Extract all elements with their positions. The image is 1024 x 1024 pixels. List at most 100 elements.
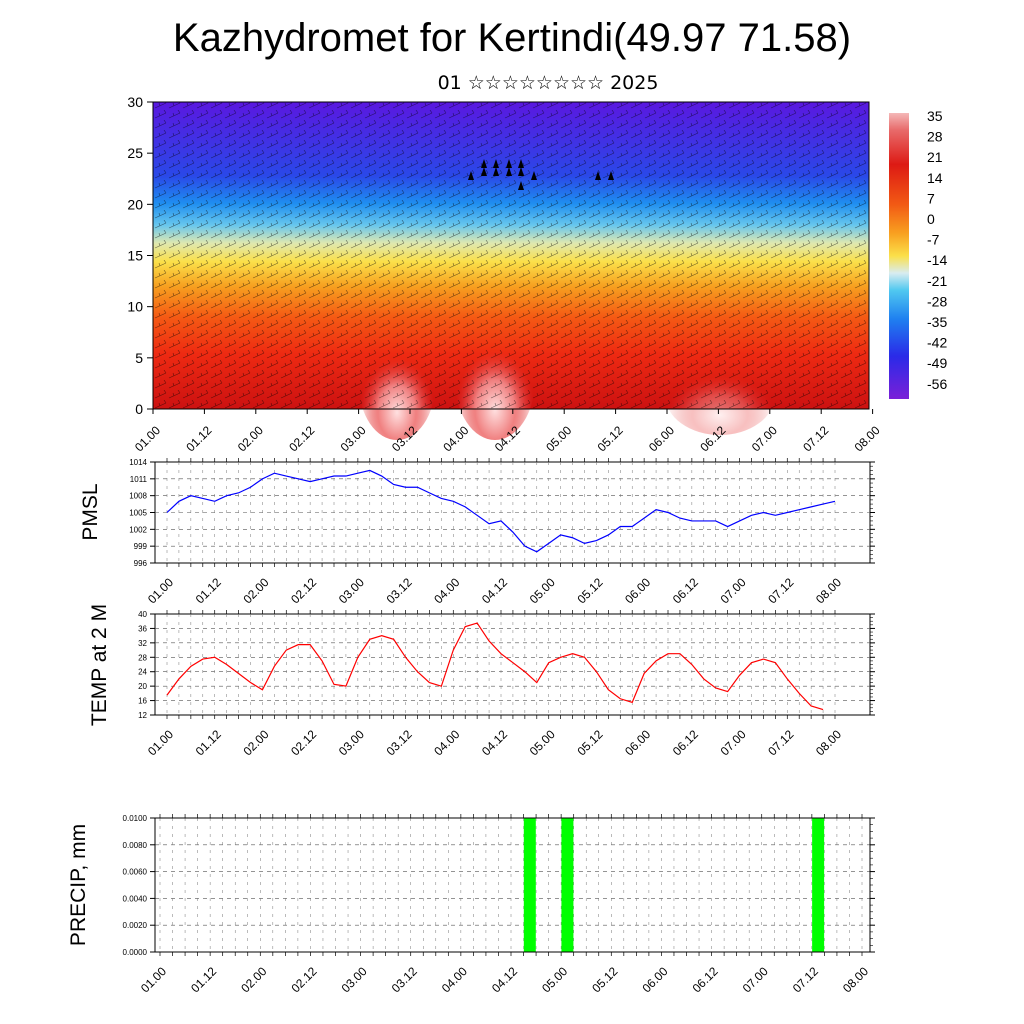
cloud-marker <box>518 167 524 176</box>
height-tick-label: 30 <box>127 94 143 110</box>
cloud-marker <box>506 167 512 176</box>
colorbar-label: 21 <box>927 149 943 165</box>
x-tick-label: 02.00 <box>240 727 271 758</box>
x-tick-label: 03.12 <box>384 575 415 606</box>
series-line <box>166 469 836 553</box>
x-tick-label: 04.00 <box>439 964 470 995</box>
time-tick-label: 03.00 <box>338 423 369 454</box>
cloud-marker <box>468 171 474 180</box>
colorbar <box>889 113 909 399</box>
cloud-marker <box>518 159 524 168</box>
y-tick-label: 1008 <box>129 492 147 501</box>
height-tick-label: 10 <box>127 299 143 315</box>
y-tick-label: 0.0060 <box>123 868 148 877</box>
x-tick-label: 05.00 <box>539 964 570 995</box>
series-line <box>166 622 824 711</box>
y-tick-label: 0.0020 <box>123 921 148 930</box>
y-tick-label: 0.0080 <box>123 841 148 850</box>
x-tick-label: 06.00 <box>622 727 653 758</box>
y-tick-label: 1005 <box>129 509 147 518</box>
x-tick-label: 01.00 <box>145 727 176 758</box>
x-tick-label: 02.12 <box>288 575 319 606</box>
cloud-marker <box>493 167 499 176</box>
x-tick-label: 06.12 <box>690 964 721 995</box>
x-tick-label: 05.00 <box>527 727 558 758</box>
x-tick-label: 08.00 <box>840 964 871 995</box>
time-tick-label: 07.12 <box>800 423 831 454</box>
cloud-marker <box>518 181 524 190</box>
colorbar-label: 7 <box>927 190 935 206</box>
y-tick-label: 12 <box>138 711 147 720</box>
y-tick-label: 28 <box>138 653 147 662</box>
x-tick-label: 03.00 <box>336 727 367 758</box>
temperature-axis-label: TEMP at 2 M <box>88 604 111 726</box>
x-tick-label: 07.00 <box>740 964 771 995</box>
cloud-marker <box>608 171 614 180</box>
y-tick-label: 1011 <box>130 475 148 484</box>
precipitation-panel: PRECIP, mm 0.0100 0.0080 0.0060 0.0040 0.002… <box>67 814 875 995</box>
x-tick-label: 07.12 <box>765 575 796 606</box>
x-tick-label: 08.00 <box>813 727 844 758</box>
x-tick-label: 04.12 <box>479 575 510 606</box>
cloud-marker <box>481 159 487 168</box>
colorbar-label: 35 <box>927 108 943 124</box>
height-tick-label: 15 <box>127 248 143 264</box>
height-tick-label: 20 <box>127 196 143 212</box>
x-tick-label: 07.12 <box>765 727 796 758</box>
y-tick-label: 0.0000 <box>123 948 148 957</box>
time-tick-label: 07.00 <box>749 423 780 454</box>
x-tick-label: 04.00 <box>431 575 462 606</box>
cloud-markers <box>468 159 614 190</box>
time-tick-label: 02.12 <box>286 423 317 454</box>
y-tick-label: 0.0100 <box>123 814 148 823</box>
pmsl-panel: PMSL 1014 1011 1008 1005 1002 999 996 01.00 01.1… <box>79 458 875 606</box>
colorbar-labels: 35 28 21 14 7 0 -7 -14 -21 -28 -35 -42 -49 -56 <box>927 108 947 392</box>
panel-frame <box>154 817 871 953</box>
x-tick-label: 03.12 <box>384 727 415 758</box>
panel-frame-top <box>154 817 871 953</box>
x-tick-label: 07.12 <box>790 964 821 995</box>
x-tick-label: 03.12 <box>389 964 420 995</box>
cloud-marker <box>493 159 499 168</box>
x-tick-label: 06.00 <box>639 964 670 995</box>
height-axis: 0 5 10 15 20 25 30 <box>127 94 153 417</box>
cloud-marker <box>531 171 537 180</box>
x-tick-label: 03.00 <box>339 964 370 995</box>
x-tick-label: 02.00 <box>238 964 269 995</box>
colorbar-label: 28 <box>927 129 943 145</box>
y-tick-label: 1014 <box>129 458 147 467</box>
x-tick-label: 05.00 <box>527 575 558 606</box>
x-tick-label: 01.12 <box>193 727 224 758</box>
precip-axis-label: PRECIP, mm <box>67 824 90 946</box>
colorbar-label: -56 <box>927 376 947 392</box>
x-tick-label: 06.12 <box>670 575 701 606</box>
x-tick-label: 08.00 <box>813 575 844 606</box>
x-tick-label: 01.00 <box>145 575 176 606</box>
x-tick-label: 02.00 <box>240 575 271 606</box>
x-tick-label: 06.00 <box>622 575 653 606</box>
y-tick-label: 16 <box>138 697 147 706</box>
height-tick-label: 25 <box>127 145 143 161</box>
y-tick-label: 20 <box>138 682 147 691</box>
x-tick-label: 07.00 <box>718 575 749 606</box>
cloud-marker <box>481 167 487 176</box>
x-tick-label: 03.00 <box>336 575 367 606</box>
colorbar-label: -49 <box>927 355 947 371</box>
time-tick-label: 04.00 <box>440 423 471 454</box>
y-tick-label: 996 <box>134 559 148 568</box>
colorbar-label: -21 <box>927 273 947 289</box>
x-tick-label: 05.12 <box>589 964 620 995</box>
precip-bar <box>561 818 574 952</box>
x-tick-label: 04.12 <box>489 964 520 995</box>
time-tick-label: 06.00 <box>646 423 677 454</box>
y-tick-label: 40 <box>138 610 147 619</box>
x-tick-label: 05.12 <box>574 727 605 758</box>
y-tick-label: 32 <box>138 639 147 648</box>
wind-barbs <box>153 102 869 409</box>
colorbar-label: -42 <box>927 335 947 351</box>
x-tick-label: 02.12 <box>288 964 319 995</box>
colorbar-label: -14 <box>927 252 947 268</box>
time-tick-label: 02.00 <box>235 423 266 454</box>
time-tick-label: 05.00 <box>543 423 574 454</box>
